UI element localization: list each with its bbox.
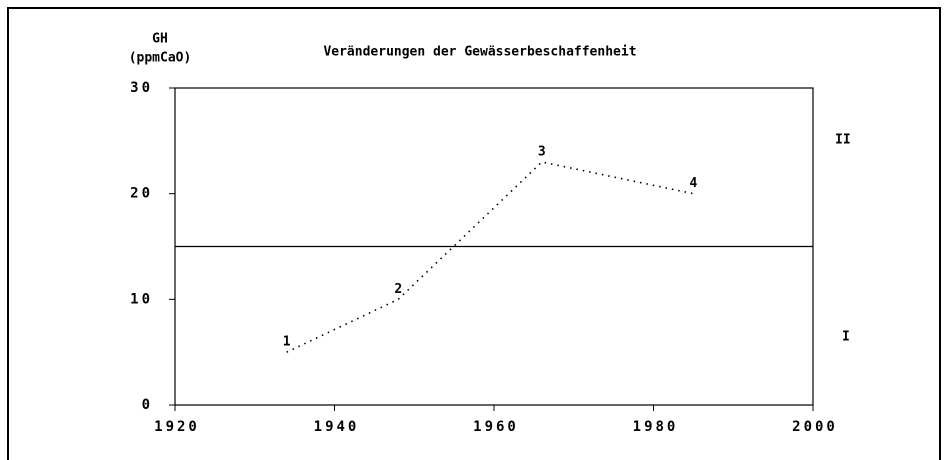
- chart-title: Veränderungen der Gewässerbeschaffenheit: [323, 45, 636, 60]
- point-label: 1: [283, 335, 291, 350]
- x-tick-label: 1920: [154, 419, 200, 435]
- x-tick-label: 1940: [314, 419, 360, 435]
- y-tick-label: 10: [130, 291, 153, 307]
- x-tick-label: 2000: [792, 419, 838, 435]
- data-line: [286, 161, 694, 353]
- y-tick-label: 30: [130, 80, 153, 96]
- y-tick-label: 20: [130, 186, 153, 202]
- x-tick-label: 1960: [473, 419, 519, 435]
- frame: [7, 7, 941, 460]
- zone-label: II: [835, 133, 851, 148]
- y-axis-label: (ppmCaO): [129, 51, 192, 66]
- y-axis-label: GH: [152, 32, 168, 47]
- point-label: 4: [689, 176, 697, 191]
- point-label: 2: [394, 282, 402, 297]
- x-tick-label: 1980: [633, 419, 679, 435]
- y-tick-label: 0: [142, 397, 153, 413]
- zone-label: I: [842, 330, 850, 345]
- point-label: 3: [538, 144, 546, 159]
